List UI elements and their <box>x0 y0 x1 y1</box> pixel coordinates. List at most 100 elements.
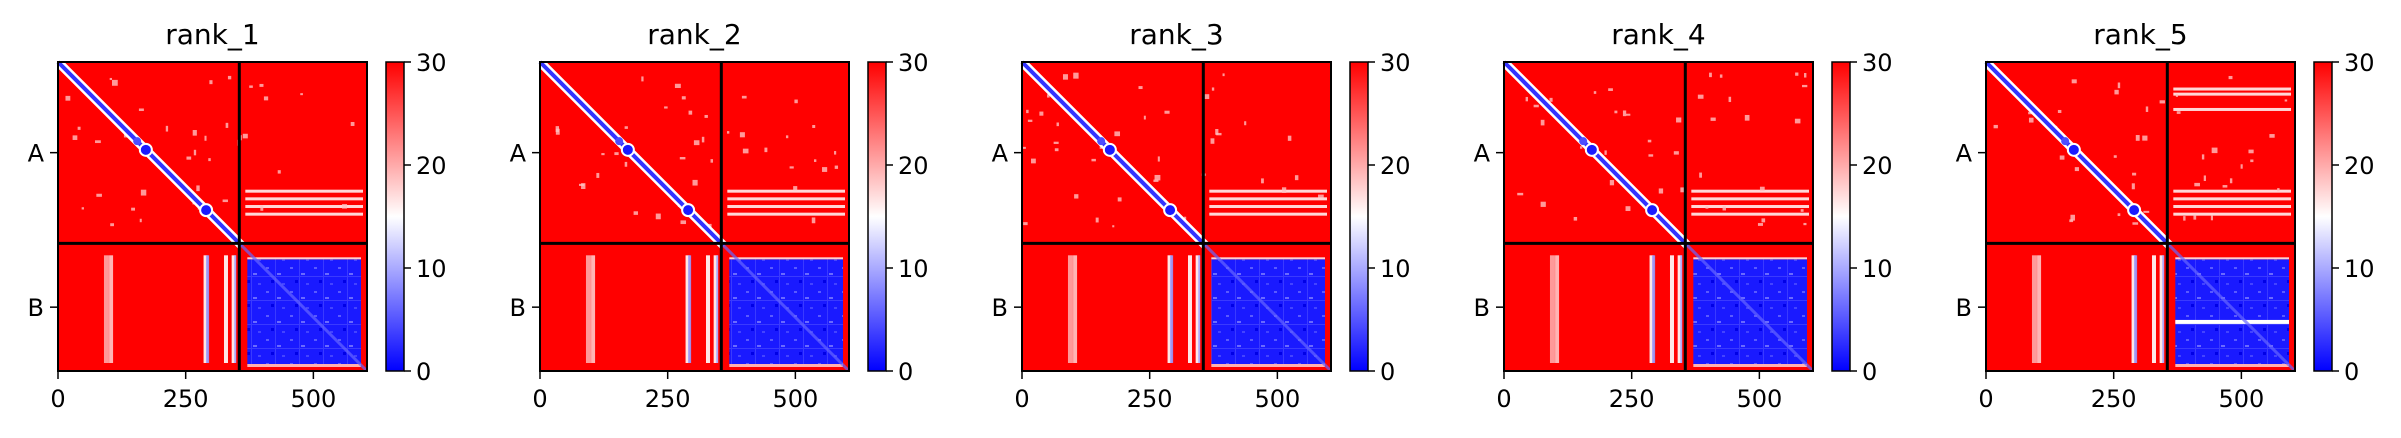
speckle <box>1608 88 1613 91</box>
speckle <box>2114 89 2119 95</box>
y-tick-label: B <box>1956 294 1972 322</box>
y-tick-label: A <box>1956 140 1973 168</box>
y-tick-label: A <box>28 140 45 168</box>
interchain-stripe <box>705 255 710 363</box>
speckle <box>1031 158 1036 164</box>
speckle <box>1604 150 1607 155</box>
speckle <box>1540 201 1546 207</box>
speckle <box>1023 222 1028 226</box>
speckle <box>2113 155 2117 158</box>
diagonal-blob <box>2066 142 2081 157</box>
speckle <box>793 186 798 191</box>
speckle <box>192 130 197 136</box>
speckle <box>277 170 281 174</box>
interchain-stripe <box>2173 189 2291 193</box>
colorbar-tick-label: 10 <box>1862 255 1893 283</box>
speckle <box>2074 167 2079 172</box>
speckle <box>2028 111 2033 115</box>
speckle <box>2135 135 2140 141</box>
speckle <box>2228 75 2233 80</box>
speckle <box>1261 178 1264 184</box>
y-tick-label: B <box>1474 294 1490 322</box>
speckle <box>2222 185 2228 188</box>
interchain-stripe <box>231 255 236 363</box>
speckle <box>1047 94 1050 98</box>
interchain-stripe <box>223 255 228 363</box>
interchain-stripe <box>1209 212 1327 216</box>
interchain-stripe <box>234 255 237 363</box>
chain-b-block-edge <box>729 364 843 367</box>
speckle <box>1244 121 1247 126</box>
speckle <box>2284 99 2288 102</box>
speckle <box>614 152 619 156</box>
interchain-stripe <box>2173 205 2291 209</box>
speckle <box>2269 134 2275 138</box>
panel-2: rank_2 A B 0 250 500 0 10 20 30 <box>510 18 929 413</box>
speckle <box>140 189 147 196</box>
speckle <box>1705 206 1709 209</box>
y-tick-label: B <box>510 294 526 322</box>
interchain-stripe <box>685 255 690 363</box>
y-tick-label: B <box>28 294 44 322</box>
interchain-stripe <box>1652 255 1656 363</box>
speckle <box>1157 156 1160 162</box>
speckle <box>1294 175 1299 181</box>
interchain-stripe <box>245 205 363 209</box>
interchain-stripe <box>727 205 845 209</box>
speckle <box>726 131 730 134</box>
speckle <box>1210 138 1215 144</box>
speckle <box>633 211 638 215</box>
diagonal-blob <box>133 137 142 146</box>
speckle <box>681 96 686 100</box>
speckle <box>2069 219 2074 223</box>
speckle <box>1673 151 1679 155</box>
colorbar-tick-label: 30 <box>416 49 447 77</box>
chain-b-block-edge <box>2175 257 2289 260</box>
speckle <box>1073 72 1079 79</box>
speckle <box>259 83 264 87</box>
speckle <box>812 124 816 128</box>
speckle <box>2132 172 2137 176</box>
interchain-stripe <box>2173 212 2291 216</box>
interchain-stripe <box>245 197 363 201</box>
speckle <box>2277 188 2280 192</box>
chain-b-block-edge <box>1211 257 1325 260</box>
interchain-stripe <box>2173 92 2291 96</box>
panel-5: rank_5 A B 0 250 500 0 10 20 30 <box>1956 18 2375 413</box>
heatmap-frame <box>1503 61 1814 372</box>
speckle <box>704 114 708 118</box>
interchain-stripe <box>1209 197 1327 201</box>
speckle <box>242 133 248 139</box>
colorbar-tick-label: 0 <box>1862 358 1877 386</box>
speckle <box>641 76 644 82</box>
x-tick-label: 250 <box>1609 385 1655 413</box>
speckle <box>222 199 228 203</box>
panel-4: rank_4 A B 0 250 500 0 10 20 30 <box>1474 18 1893 413</box>
heatmap <box>536 58 851 373</box>
panel-title: rank_2 <box>647 18 741 51</box>
colorbar-frame <box>385 61 405 372</box>
speckle <box>1318 194 1324 198</box>
panel-1: rank_1 A B 0 250 500 0 10 20 30 <box>28 18 447 413</box>
heatmap <box>1982 58 2297 373</box>
speckle <box>165 125 169 132</box>
colorbar-tick-label: 0 <box>898 358 913 386</box>
heatmap-frame <box>1021 61 1332 372</box>
heatmap <box>54 58 369 373</box>
speckle <box>193 149 197 156</box>
speckle <box>1676 117 1682 123</box>
colorbar-tick-label: 20 <box>898 152 929 180</box>
diagonal-blob <box>1645 203 1660 218</box>
interchain-stripe <box>1669 255 1674 363</box>
speckle <box>764 147 768 153</box>
interchain-stripe <box>2131 255 2136 363</box>
interchain-stripe <box>1555 255 1560 363</box>
diagonal-blob <box>1163 203 1178 218</box>
speckle <box>96 193 102 197</box>
speckle <box>1091 158 1096 162</box>
speckle <box>1215 129 1219 135</box>
speckle <box>2201 154 2205 160</box>
speckle <box>1112 225 1115 228</box>
speckle <box>139 218 142 223</box>
x-tick-label: 0 <box>50 385 65 413</box>
